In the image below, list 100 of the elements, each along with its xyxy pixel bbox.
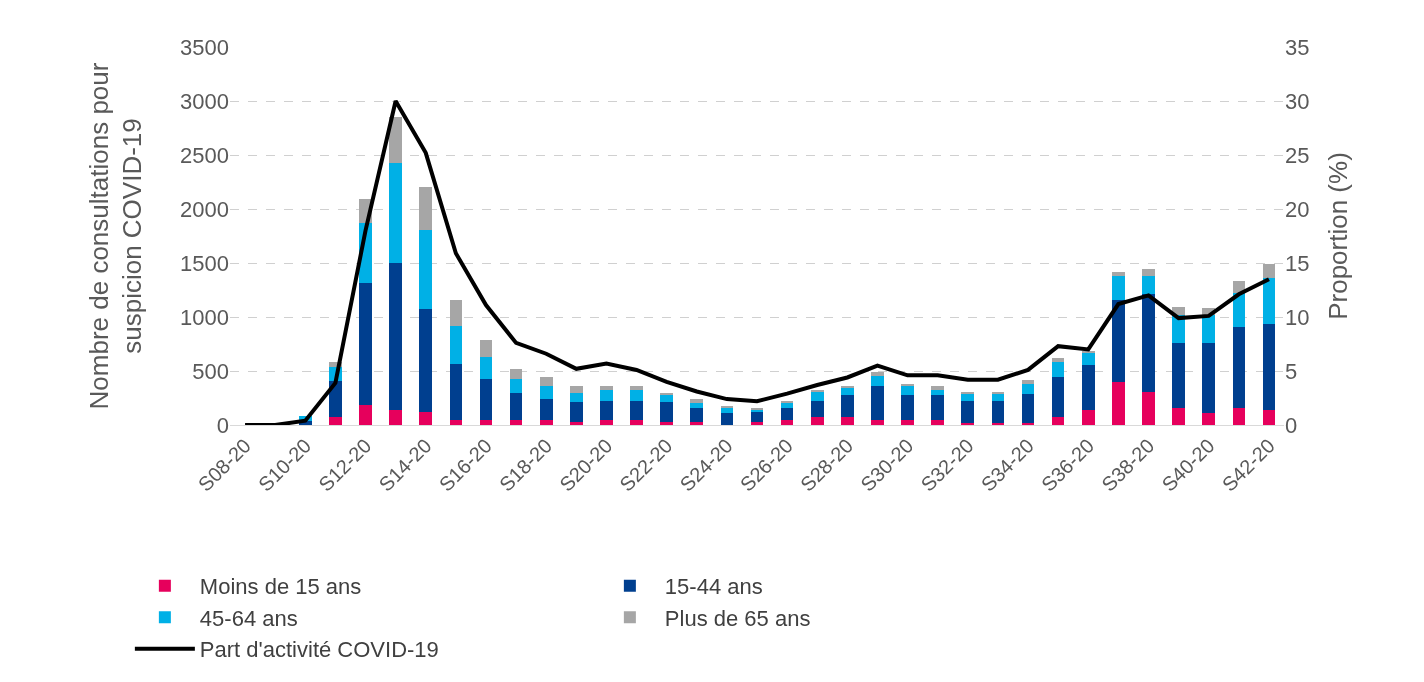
bar — [389, 162, 402, 263]
y-tick-label: 3500 — [180, 34, 229, 60]
bar — [871, 419, 884, 425]
y-tick-label: 500 — [192, 358, 229, 384]
bar — [810, 400, 824, 418]
y-axis-title: Nombre de consultations pour suspicion COVID-19 — [83, 62, 148, 410]
y2-tick-label: 5 — [1285, 358, 1298, 384]
bar — [1262, 410, 1276, 425]
bar — [810, 417, 824, 425]
line-series — [243, 99, 1271, 425]
bar — [569, 421, 583, 425]
bar — [660, 402, 673, 422]
bar — [509, 369, 523, 379]
legend-label: Moins de 15 ans — [199, 574, 362, 600]
bar — [931, 386, 945, 391]
bar — [810, 391, 824, 401]
bar — [479, 378, 493, 420]
y2-tick-label: 35 — [1285, 34, 1310, 60]
y-tick-label: 0 — [216, 412, 229, 438]
bar — [961, 400, 975, 423]
y-tick-label: 1000 — [180, 304, 229, 330]
bar — [720, 413, 734, 425]
bar — [841, 387, 854, 396]
bar — [901, 395, 914, 421]
bar — [690, 402, 704, 408]
bar — [1232, 326, 1246, 409]
bar — [419, 412, 433, 425]
bar — [720, 408, 734, 414]
y-tick-label: 3000 — [180, 88, 229, 114]
bar — [871, 372, 884, 377]
bar — [600, 390, 613, 401]
bar — [539, 419, 553, 425]
bar — [569, 402, 583, 422]
bar — [509, 393, 523, 420]
bar — [600, 419, 613, 425]
bar — [901, 383, 914, 386]
bar — [1142, 391, 1155, 425]
bar — [1021, 383, 1035, 394]
bar — [569, 392, 583, 403]
y2-tick-label: 25 — [1285, 142, 1310, 168]
bar — [841, 385, 854, 388]
bar — [1142, 268, 1155, 276]
bar — [1051, 376, 1065, 418]
bar — [479, 340, 493, 357]
bar — [1172, 343, 1185, 409]
bar — [780, 407, 794, 420]
bar — [871, 386, 884, 420]
bar — [630, 390, 643, 401]
bar — [1142, 275, 1155, 295]
bar — [1142, 294, 1155, 392]
y2-tick-label: 10 — [1285, 304, 1310, 330]
bar — [931, 420, 945, 425]
bar — [449, 325, 463, 364]
bar — [509, 378, 523, 394]
y2-tick-label: 30 — [1285, 88, 1310, 114]
bar — [1051, 362, 1065, 377]
bar — [569, 385, 583, 393]
bar — [539, 376, 553, 387]
bar — [419, 186, 433, 231]
legend-label: 45-64 ans — [199, 605, 298, 631]
y2-tick-label: 20 — [1285, 196, 1310, 222]
bar — [931, 390, 945, 396]
y2-tick-label: 15 — [1285, 250, 1310, 276]
bar — [1051, 417, 1065, 425]
bar — [479, 356, 493, 379]
bar — [419, 230, 433, 309]
bar — [600, 400, 613, 420]
bar — [389, 117, 402, 163]
y-tick-label: 1500 — [180, 250, 229, 276]
bar — [690, 398, 704, 403]
bar — [1112, 299, 1125, 382]
bar — [810, 389, 824, 392]
bar — [1081, 410, 1095, 425]
legend-label: Plus de 65 ans — [664, 605, 811, 631]
bar — [1202, 343, 1216, 414]
bar — [1232, 408, 1246, 425]
y-tick-label: 2500 — [180, 142, 229, 168]
bar — [1202, 314, 1216, 344]
bar — [539, 398, 553, 420]
bar — [660, 421, 673, 425]
bar — [419, 308, 433, 413]
bar — [1081, 365, 1095, 411]
bar — [1112, 275, 1125, 300]
bar — [389, 409, 402, 425]
bar — [539, 386, 553, 399]
bar — [1112, 381, 1125, 425]
bar — [1202, 413, 1216, 425]
bar — [1081, 352, 1095, 366]
bar — [1021, 393, 1035, 423]
bar — [449, 363, 463, 420]
bar — [841, 395, 854, 418]
bar — [690, 421, 704, 425]
bar — [1172, 408, 1185, 425]
y2-tick-label: 0 — [1285, 412, 1298, 438]
bar — [750, 412, 764, 422]
y-tick-label: 2000 — [180, 196, 229, 222]
bar — [660, 394, 673, 403]
bar — [901, 420, 914, 425]
bar — [871, 376, 884, 387]
bar — [961, 422, 975, 425]
